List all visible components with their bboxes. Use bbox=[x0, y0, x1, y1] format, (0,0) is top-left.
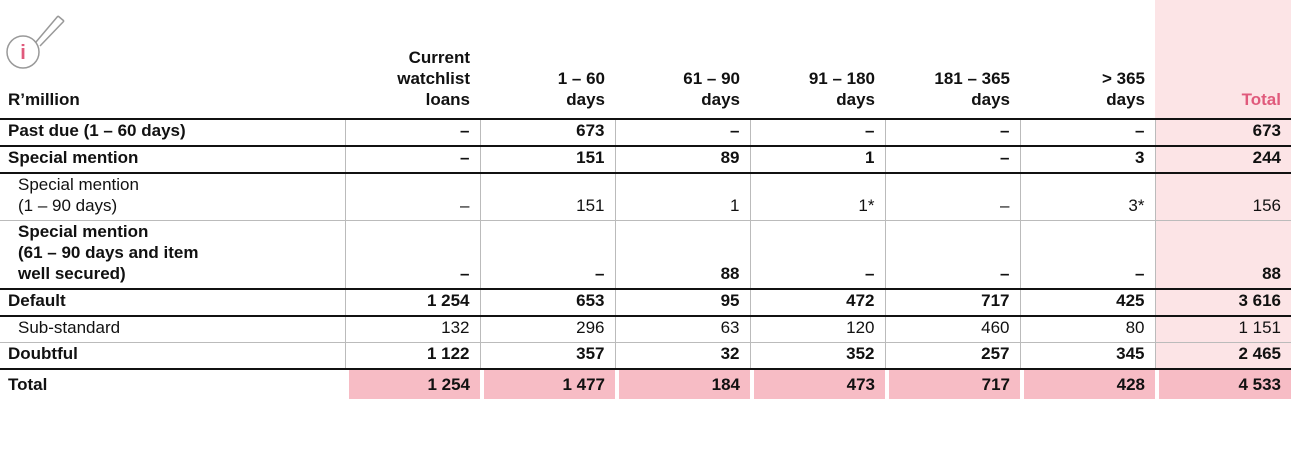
header-row: R’million Current watchlist loans 1 – 60 … bbox=[0, 0, 1291, 120]
cell: 89 bbox=[614, 146, 750, 174]
cell: 673 bbox=[479, 119, 615, 147]
cell: 1 122 bbox=[344, 342, 480, 370]
table-row: Doubtful 1 122 357 32 352 257 345 2 465 bbox=[0, 342, 1291, 370]
cell: 80 bbox=[1019, 316, 1155, 343]
cell: 296 bbox=[479, 316, 615, 343]
cell: 184 bbox=[615, 369, 750, 399]
table-row: Default 1 254 653 95 472 717 425 3 616 bbox=[0, 289, 1291, 317]
row-label: Special mention (1 – 90 days) bbox=[0, 173, 345, 221]
icon-letter: i bbox=[20, 42, 26, 64]
row-label: Total bbox=[8, 375, 48, 394]
cell: – bbox=[344, 119, 480, 147]
cell: – bbox=[1019, 220, 1155, 290]
cell: 132 bbox=[344, 316, 480, 343]
total-cell: 1 477 bbox=[484, 370, 615, 399]
cell: – bbox=[884, 119, 1020, 147]
cell: 1 254 bbox=[345, 369, 480, 399]
total-cell: 184 bbox=[619, 370, 750, 399]
total-cell: 717 bbox=[889, 370, 1020, 399]
cell: 1 bbox=[614, 173, 750, 221]
cell: 3 bbox=[1019, 146, 1155, 174]
column-header: 61 – 90 days bbox=[615, 0, 750, 120]
cell: – bbox=[344, 173, 480, 221]
aging-table: R’million Current watchlist loans 1 – 60 … bbox=[0, 0, 1291, 399]
total-cell: 428 bbox=[1024, 370, 1155, 399]
cell: 357 bbox=[479, 342, 615, 370]
cell: 472 bbox=[749, 289, 885, 317]
column-header: > 365 days bbox=[1020, 0, 1155, 120]
cell: – bbox=[749, 119, 885, 147]
table-row: Special mention (61 – 90 days and item w… bbox=[0, 220, 1291, 290]
cell: 88 bbox=[1154, 220, 1291, 290]
cell: – bbox=[344, 146, 480, 174]
cell: 3* bbox=[1019, 173, 1155, 221]
column-header: 91 – 180 days bbox=[750, 0, 885, 120]
cell: 428 bbox=[1020, 369, 1155, 399]
cell: 95 bbox=[614, 289, 750, 317]
cell: – bbox=[884, 146, 1020, 174]
row-label: Doubtful bbox=[0, 342, 345, 370]
cell: 156 bbox=[1154, 173, 1291, 221]
cell: 653 bbox=[479, 289, 615, 317]
table-row: Sub-standard 132 296 63 120 460 80 1 151 bbox=[0, 316, 1291, 343]
column-header: 181 – 365 days bbox=[885, 0, 1020, 120]
cell: 345 bbox=[1019, 342, 1155, 370]
cell: 1 477 bbox=[480, 369, 615, 399]
cell: 63 bbox=[614, 316, 750, 343]
row-label: Default bbox=[0, 289, 345, 317]
cell: 1* bbox=[749, 173, 885, 221]
cell: – bbox=[479, 220, 615, 290]
cell: – bbox=[344, 220, 480, 290]
cell: – bbox=[884, 173, 1020, 221]
cell: 1 254 bbox=[344, 289, 480, 317]
cell: 257 bbox=[884, 342, 1020, 370]
row-label: Special mention (61 – 90 days and item w… bbox=[0, 220, 345, 290]
cell: – bbox=[749, 220, 885, 290]
table-row: Special mention –151 89 1–3 244 bbox=[0, 146, 1291, 174]
cell: 2 465 bbox=[1154, 342, 1291, 370]
cell: 717 bbox=[885, 369, 1020, 399]
cell: 460 bbox=[884, 316, 1020, 343]
total-cell: 4 533 bbox=[1159, 370, 1291, 399]
row-label: Special mention bbox=[0, 146, 345, 174]
cell: 3 616 bbox=[1154, 289, 1291, 317]
cell: 244 bbox=[1154, 146, 1291, 174]
header-label: R’million bbox=[0, 0, 345, 120]
cell: – bbox=[614, 119, 750, 147]
cell: 425 bbox=[1019, 289, 1155, 317]
cell: 151 bbox=[479, 173, 615, 221]
total-cell: 473 bbox=[754, 370, 885, 399]
cell: 151 bbox=[479, 146, 615, 174]
cell: 32 bbox=[614, 342, 750, 370]
cell: 717 bbox=[884, 289, 1020, 317]
table-row: Total 1 254 1 477 184 473 717 428 4 533 bbox=[0, 369, 1291, 399]
cell: 88 bbox=[614, 220, 750, 290]
column-header: Current watchlist loans bbox=[345, 0, 480, 120]
cell: 352 bbox=[749, 342, 885, 370]
info-icon: i bbox=[6, 15, 65, 69]
cell: 4 533 bbox=[1155, 369, 1291, 399]
row-label: Past due (1 – 60 days) bbox=[0, 119, 345, 147]
cell: – bbox=[1019, 119, 1155, 147]
column-header: 1 – 60 days bbox=[480, 0, 615, 120]
cell: – bbox=[884, 220, 1020, 290]
table-row: Special mention (1 – 90 days) –151 1 1* –3* 1… bbox=[0, 173, 1291, 221]
cell: 120 bbox=[749, 316, 885, 343]
total-cell: 1 254 bbox=[349, 370, 480, 399]
row-label: Sub-standard bbox=[0, 316, 345, 343]
cell: 1 bbox=[749, 146, 885, 174]
table-row: Past due (1 – 60 days) –673– – – –673 bbox=[0, 119, 1291, 147]
cell: 473 bbox=[750, 369, 885, 399]
cell: 673 bbox=[1154, 119, 1291, 147]
column-header: Total bbox=[1155, 0, 1291, 120]
cell: 1 151 bbox=[1154, 316, 1291, 343]
